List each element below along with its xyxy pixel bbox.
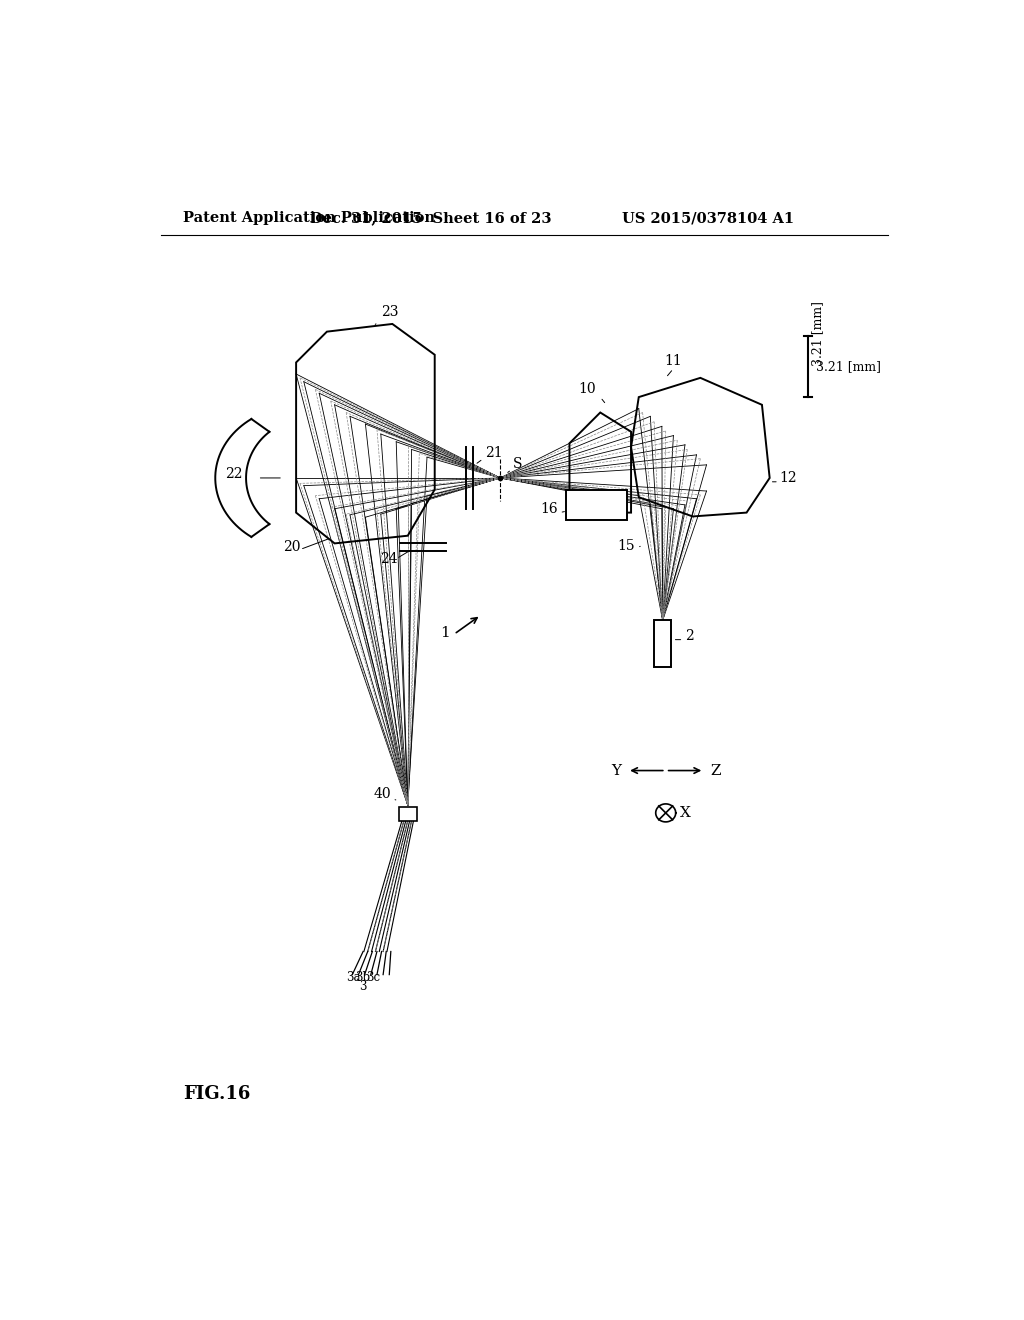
Text: 1: 1	[440, 627, 451, 640]
Text: 3.21 [mm]: 3.21 [mm]	[816, 360, 881, 372]
Bar	[398, 807, 417, 821]
Text: 23: 23	[375, 305, 398, 325]
Text: 40: 40	[373, 787, 391, 800]
Text: 3c: 3c	[366, 970, 380, 983]
Text: 2: 2	[685, 628, 693, 643]
Text: 15: 15	[617, 539, 635, 553]
Text: FIG.16: FIG.16	[183, 1085, 250, 1104]
Text: 12: 12	[779, 471, 798, 484]
Text: 10: 10	[579, 383, 596, 396]
Text: 22: 22	[224, 467, 243, 480]
Text: 24: 24	[380, 552, 397, 566]
Text: 3b: 3b	[355, 970, 371, 983]
Text: S: S	[513, 457, 522, 471]
Text: 20: 20	[284, 540, 301, 554]
Bar	[654, 620, 671, 667]
Bar	[565, 490, 628, 520]
Text: 3: 3	[359, 979, 367, 993]
Text: Dec. 31, 2015  Sheet 16 of 23: Dec. 31, 2015 Sheet 16 of 23	[310, 211, 552, 226]
Text: 3.21 [mm]: 3.21 [mm]	[811, 301, 824, 367]
Text: 11: 11	[665, 354, 682, 368]
Text: Y: Y	[611, 763, 621, 777]
Text: 16: 16	[541, 502, 558, 516]
Text: Z: Z	[711, 763, 721, 777]
Text: X: X	[680, 807, 690, 820]
Text: 21: 21	[484, 446, 503, 461]
Text: Patent Application Publication: Patent Application Publication	[183, 211, 435, 226]
Text: US 2015/0378104 A1: US 2015/0378104 A1	[622, 211, 794, 226]
Text: 3a: 3a	[346, 970, 360, 983]
